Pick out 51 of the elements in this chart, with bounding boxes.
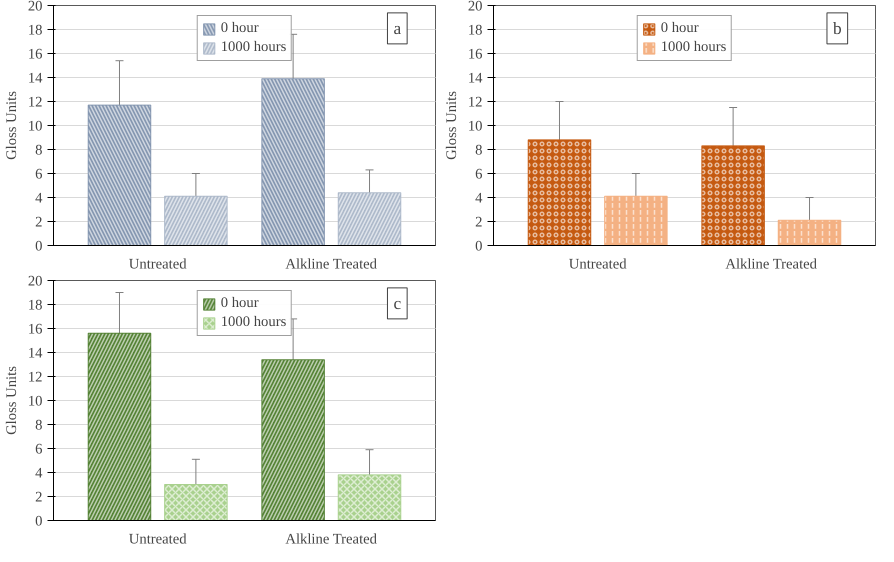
y-tick-label: 12 xyxy=(28,94,42,110)
y-axis-title: Gloss Units xyxy=(4,366,20,435)
y-tick-label: 12 xyxy=(468,94,482,110)
y-tick-label: 0 xyxy=(35,514,42,530)
y-tick-label: 8 xyxy=(475,142,482,158)
annotation: b xyxy=(832,18,842,38)
legend-label: 0 hour xyxy=(220,20,259,37)
legend-label: 1000 hours xyxy=(220,39,286,56)
y-tick-label: 14 xyxy=(468,70,484,86)
y-axis-title: Gloss Units xyxy=(4,90,20,160)
y-tick-label: 18 xyxy=(468,22,482,38)
y-tick-label: 6 xyxy=(35,442,42,458)
y-tick-label: 0 xyxy=(35,238,42,254)
annotation: c xyxy=(393,294,402,313)
x-tick-label: Alkline Treated xyxy=(285,256,378,272)
y-tick-label: 16 xyxy=(28,322,42,338)
y-tick-label: 16 xyxy=(28,46,42,62)
y-tick-label: 20 xyxy=(468,0,482,14)
y-tick-label: 18 xyxy=(28,22,42,38)
y-tick-label: 4 xyxy=(35,466,44,482)
y-tick-label: 10 xyxy=(28,394,42,410)
y-tick-label: 20 xyxy=(28,274,42,290)
x-tick-label: Untreated xyxy=(568,256,628,272)
y-tick-label: 10 xyxy=(28,118,42,134)
y-tick-label: 14 xyxy=(28,346,44,362)
y-tick-label: 8 xyxy=(35,418,42,434)
y-tick-label: 2 xyxy=(35,214,42,230)
y-tick-label: 20 xyxy=(28,0,42,14)
y-tick-label: 18 xyxy=(28,298,42,314)
y-tick-label: 0 xyxy=(475,238,482,254)
y-tick-label: 6 xyxy=(35,166,42,182)
y-tick-label: 10 xyxy=(468,118,482,134)
y-tick-label: 8 xyxy=(35,142,42,158)
annotation: a xyxy=(393,18,402,38)
legend-label: 0 hour xyxy=(220,295,259,312)
y-tick-label: 2 xyxy=(475,214,482,230)
y-tick-label: 16 xyxy=(468,46,482,62)
x-tick-label: Alkline Treated xyxy=(285,532,378,548)
legend-label: 1000 hours xyxy=(660,39,726,56)
x-tick-label: Alkline Treated xyxy=(725,256,818,272)
y-tick-label: 12 xyxy=(28,370,42,386)
y-tick-label: 4 xyxy=(475,190,484,206)
legend-label: 1000 hours xyxy=(220,314,286,331)
y-tick-label: 14 xyxy=(28,70,44,86)
y-tick-label: 4 xyxy=(35,190,44,206)
x-tick-label: Untreated xyxy=(128,532,188,548)
y-axis-title: Gloss Units xyxy=(444,90,460,160)
x-tick-label: Untreated xyxy=(128,256,188,272)
y-tick-label: 2 xyxy=(35,490,42,506)
legend-label: 0 hour xyxy=(660,20,699,37)
y-tick-label: 6 xyxy=(475,166,482,182)
